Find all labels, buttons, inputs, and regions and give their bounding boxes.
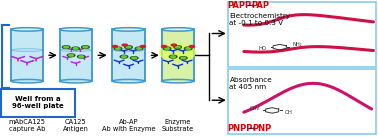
FancyBboxPatch shape (228, 69, 376, 134)
Ellipse shape (113, 49, 144, 52)
Text: →: → (245, 1, 257, 10)
Circle shape (77, 55, 85, 58)
Circle shape (181, 57, 186, 59)
Text: Enzyme
Substrate: Enzyme Substrate (161, 119, 194, 132)
Text: PAP: PAP (252, 1, 270, 10)
Ellipse shape (60, 79, 91, 83)
Circle shape (140, 45, 146, 47)
Text: mAbCA125
capture Ab: mAbCA125 capture Ab (9, 119, 46, 132)
Text: PAPP: PAPP (228, 1, 252, 10)
Ellipse shape (162, 79, 194, 83)
Circle shape (69, 55, 73, 56)
Circle shape (171, 44, 177, 46)
Bar (60, 29, 91, 81)
Text: O₂N: O₂N (250, 106, 260, 111)
Circle shape (126, 46, 131, 48)
Circle shape (186, 48, 191, 49)
Text: HO: HO (259, 46, 267, 51)
Circle shape (79, 56, 84, 57)
Circle shape (82, 46, 89, 48)
Bar (113, 29, 145, 81)
Circle shape (72, 47, 79, 50)
Text: Ab-AP
Ab with Enzyme: Ab-AP Ab with Enzyme (102, 119, 155, 132)
Ellipse shape (12, 49, 42, 52)
Circle shape (64, 46, 68, 48)
Ellipse shape (163, 49, 193, 52)
Circle shape (175, 46, 180, 48)
Circle shape (67, 54, 75, 57)
Ellipse shape (60, 49, 91, 52)
Circle shape (169, 55, 177, 58)
Circle shape (165, 48, 169, 49)
Text: Absorbance
at 405 nm: Absorbance at 405 nm (229, 77, 272, 90)
Ellipse shape (162, 28, 194, 31)
Text: Well from a
96-well plate: Well from a 96-well plate (12, 96, 64, 109)
Circle shape (171, 56, 175, 57)
Ellipse shape (113, 79, 145, 83)
Circle shape (83, 46, 88, 48)
Text: CA125
Antigen: CA125 Antigen (63, 119, 88, 132)
Circle shape (174, 46, 181, 48)
Ellipse shape (60, 28, 91, 31)
Circle shape (135, 47, 143, 50)
Circle shape (116, 48, 120, 49)
Circle shape (122, 56, 126, 57)
Text: PNPP: PNPP (228, 124, 253, 133)
Bar (11, 29, 43, 81)
Circle shape (114, 47, 122, 50)
Ellipse shape (160, 44, 196, 61)
Circle shape (161, 45, 167, 47)
Circle shape (120, 55, 128, 58)
Text: PNP: PNP (253, 124, 272, 133)
Circle shape (132, 57, 136, 59)
Text: Electrochemistry
at -0.1 to 0.3 V: Electrochemistry at -0.1 to 0.3 V (229, 13, 291, 26)
Ellipse shape (11, 79, 43, 83)
Circle shape (122, 44, 127, 46)
Circle shape (130, 57, 138, 59)
Circle shape (184, 47, 192, 50)
Circle shape (112, 45, 118, 47)
Circle shape (163, 47, 171, 50)
Circle shape (73, 48, 78, 49)
Circle shape (189, 45, 195, 47)
Circle shape (125, 46, 132, 48)
Circle shape (180, 57, 187, 59)
FancyBboxPatch shape (228, 2, 376, 67)
Text: OH: OH (285, 110, 293, 115)
Text: →: → (246, 124, 258, 133)
Ellipse shape (11, 28, 43, 31)
Text: NH₂: NH₂ (293, 42, 303, 47)
FancyBboxPatch shape (1, 89, 75, 117)
Circle shape (137, 48, 141, 49)
Bar (162, 29, 194, 81)
Ellipse shape (113, 28, 145, 31)
Circle shape (62, 46, 70, 48)
